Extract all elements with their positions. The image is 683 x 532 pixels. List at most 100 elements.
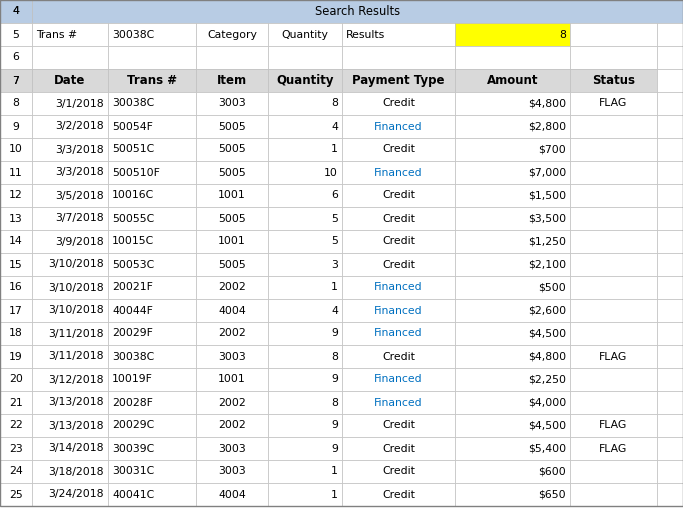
Text: 3: 3 xyxy=(331,260,338,270)
Bar xyxy=(455,230,570,253)
Bar xyxy=(196,322,268,345)
Text: 2002: 2002 xyxy=(218,328,246,338)
Text: Quantity: Quantity xyxy=(276,74,334,87)
Bar xyxy=(196,115,268,138)
Bar xyxy=(32,322,108,345)
Bar xyxy=(196,414,268,437)
Text: 1: 1 xyxy=(331,489,338,500)
Text: 5: 5 xyxy=(12,29,19,39)
Text: Financed: Financed xyxy=(374,397,423,408)
Bar xyxy=(657,322,683,345)
Bar xyxy=(268,69,342,92)
Text: 40041C: 40041C xyxy=(112,489,154,500)
Bar xyxy=(32,391,108,414)
Bar xyxy=(196,92,268,115)
Bar xyxy=(108,184,196,207)
Bar xyxy=(32,460,108,483)
Text: 20: 20 xyxy=(9,375,23,385)
Text: 3/10/2018: 3/10/2018 xyxy=(48,260,104,270)
Bar xyxy=(657,138,683,161)
Text: 8: 8 xyxy=(331,397,338,408)
Bar xyxy=(455,184,570,207)
Bar xyxy=(108,69,196,92)
Text: 1: 1 xyxy=(331,145,338,154)
Text: 40044F: 40044F xyxy=(112,305,153,315)
Text: Item: Item xyxy=(217,74,247,87)
Text: 50053C: 50053C xyxy=(112,260,154,270)
Text: 20029F: 20029F xyxy=(112,328,153,338)
Bar xyxy=(108,391,196,414)
Bar xyxy=(342,368,455,391)
Text: Search Results: Search Results xyxy=(315,5,400,18)
Text: Credit: Credit xyxy=(382,145,415,154)
Bar xyxy=(455,322,570,345)
Text: Trans #: Trans # xyxy=(127,74,177,87)
Bar xyxy=(268,46,342,69)
Bar xyxy=(108,460,196,483)
Text: 5: 5 xyxy=(331,237,338,246)
Text: Credit: Credit xyxy=(382,237,415,246)
Bar xyxy=(108,322,196,345)
Text: $600: $600 xyxy=(538,467,566,477)
Text: 13: 13 xyxy=(9,213,23,223)
Text: 6: 6 xyxy=(331,190,338,201)
Bar xyxy=(342,115,455,138)
Text: Trans #: Trans # xyxy=(36,29,77,39)
Bar xyxy=(570,322,657,345)
Text: 11: 11 xyxy=(9,168,23,178)
Text: 15: 15 xyxy=(9,260,23,270)
Text: 3/24/2018: 3/24/2018 xyxy=(48,489,104,500)
Text: 5005: 5005 xyxy=(218,168,246,178)
Bar xyxy=(268,184,342,207)
Text: 19: 19 xyxy=(9,352,23,362)
Bar xyxy=(570,299,657,322)
Bar xyxy=(570,460,657,483)
Text: 4: 4 xyxy=(331,121,338,131)
Text: Credit: Credit xyxy=(382,467,415,477)
Bar xyxy=(570,207,657,230)
Bar xyxy=(196,230,268,253)
Bar xyxy=(570,230,657,253)
Text: Category: Category xyxy=(207,29,257,39)
Bar xyxy=(0,0,32,23)
Text: 30038C: 30038C xyxy=(112,98,154,109)
Text: 8: 8 xyxy=(559,29,566,39)
Text: $4,500: $4,500 xyxy=(528,328,566,338)
Bar xyxy=(32,138,108,161)
Text: 2002: 2002 xyxy=(218,420,246,430)
Bar xyxy=(0,368,32,391)
Bar xyxy=(657,161,683,184)
Bar xyxy=(657,414,683,437)
Text: 24: 24 xyxy=(9,467,23,477)
Text: 8: 8 xyxy=(331,352,338,362)
Bar xyxy=(268,414,342,437)
Bar xyxy=(342,391,455,414)
Bar xyxy=(455,46,570,69)
Bar xyxy=(108,115,196,138)
Text: 9: 9 xyxy=(331,328,338,338)
Bar xyxy=(108,368,196,391)
Text: 1: 1 xyxy=(331,467,338,477)
Bar xyxy=(342,322,455,345)
Bar xyxy=(108,230,196,253)
Text: 10015C: 10015C xyxy=(112,237,154,246)
Text: 3003: 3003 xyxy=(218,467,246,477)
Bar xyxy=(342,299,455,322)
Bar xyxy=(32,161,108,184)
Text: 3/11/2018: 3/11/2018 xyxy=(48,352,104,362)
Text: 5005: 5005 xyxy=(218,145,246,154)
Bar xyxy=(0,46,32,69)
Text: $3,500: $3,500 xyxy=(528,213,566,223)
Bar xyxy=(342,253,455,276)
Text: 4004: 4004 xyxy=(218,305,246,315)
Bar xyxy=(268,391,342,414)
Text: 20028F: 20028F xyxy=(112,397,153,408)
Text: $650: $650 xyxy=(538,489,566,500)
Text: 17: 17 xyxy=(9,305,23,315)
Bar xyxy=(0,23,32,46)
Bar xyxy=(657,391,683,414)
Text: Credit: Credit xyxy=(382,420,415,430)
Text: 1: 1 xyxy=(331,282,338,293)
Text: 16: 16 xyxy=(9,282,23,293)
Bar xyxy=(32,414,108,437)
